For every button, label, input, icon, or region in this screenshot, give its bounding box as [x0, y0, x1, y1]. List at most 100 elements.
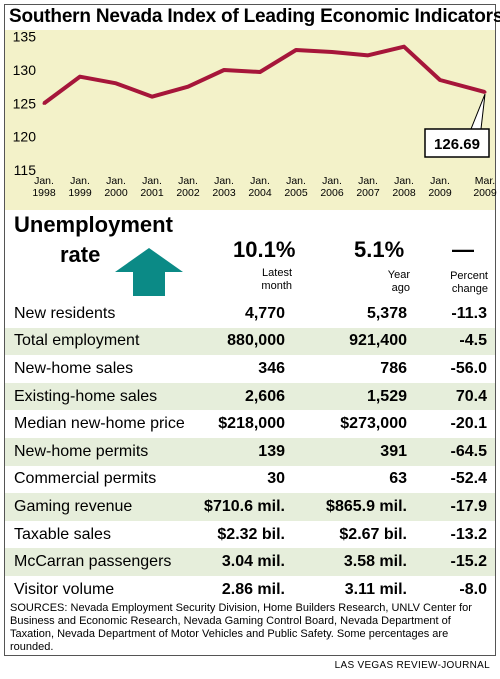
row-change: -20.1: [450, 415, 487, 433]
row-latest: 880,000: [227, 332, 285, 350]
x-tick-label: Jan.: [250, 175, 270, 187]
x-tick-label: Jan.: [142, 175, 162, 187]
column-header-latest-line1: Latest: [262, 267, 292, 279]
y-tick-label: 135: [13, 29, 37, 45]
row-latest: $710.6 mil.: [204, 497, 285, 515]
index-line-chart: 135130125120115Jan.1998Jan.1999Jan.2000J…: [13, 29, 497, 199]
row-year-ago: $2.67 bil.: [339, 525, 407, 543]
x-tick-label: Jan.: [34, 175, 54, 187]
table-row: Taxable sales $2.32 bil. $2.67 bil. -13.2: [5, 521, 495, 549]
chart-title: Southern Nevada Index of Leading Economi…: [9, 6, 500, 27]
x-tick-label: 2003: [212, 187, 236, 199]
row-label: New-home permits: [14, 442, 149, 460]
row-latest: 30: [267, 470, 285, 488]
callout-pointer: [470, 93, 486, 130]
column-header-change-line2: change: [451, 283, 488, 295]
table-row: New residents 4,770 5,378 -11.3: [5, 300, 495, 328]
row-year-ago: 921,400: [349, 332, 407, 350]
data-point: [150, 95, 154, 99]
x-tick-label: Jan.: [214, 175, 234, 187]
data-point: [114, 81, 118, 85]
row-year-ago: 1,529: [366, 387, 407, 405]
x-tick-label: Jan.: [106, 175, 126, 187]
graphic-frame: [4, 4, 496, 656]
row-year-ago: 5,378: [366, 304, 407, 322]
data-point: [222, 68, 226, 72]
table-row: Commercial permits 30 63 -52.4: [5, 466, 495, 494]
row-latest: 2,606: [244, 387, 285, 405]
x-tick-label: 2005: [284, 187, 308, 199]
row-label: Median new-home price: [14, 415, 185, 433]
row-label: Visitor volume: [14, 580, 115, 598]
data-point: [330, 50, 334, 54]
data-point: [366, 53, 370, 57]
column-header-latest-line2: month: [261, 280, 292, 292]
column-header-year-ago-line2: ago: [391, 282, 410, 294]
x-tick-label: Jan.: [430, 175, 450, 187]
x-tick-label: 1999: [68, 187, 92, 199]
column-header-change-line1: Percent: [450, 270, 488, 282]
unemployment-change: —: [452, 237, 474, 262]
x-tick-label: 2000: [104, 187, 128, 199]
y-tick-label: 125: [13, 95, 37, 111]
data-point: [258, 70, 262, 74]
y-tick-label: 115: [14, 162, 37, 178]
row-label: Total employment: [14, 332, 140, 350]
x-tick-label: Jan.: [70, 175, 90, 187]
table-row: New-home sales 346 786 -56.0: [5, 355, 495, 383]
x-tick-label: Jan.: [394, 175, 414, 187]
row-change: -13.2: [450, 525, 487, 543]
x-tick-label: 2007: [356, 187, 380, 199]
table-row: New-home permits 139 391 -64.5: [5, 437, 495, 466]
index-series-line: [42, 44, 486, 105]
row-year-ago: $273,000: [340, 415, 407, 433]
table-row: Existing-home sales 2,606 1,529 70.4: [5, 382, 495, 411]
column-header-year-ago-line1: Year: [387, 269, 410, 281]
row-year-ago: 391: [380, 442, 407, 460]
row-label: New residents: [14, 304, 116, 322]
x-tick-label: Mar.: [475, 175, 495, 187]
row-latest: 4,770: [244, 304, 285, 322]
data-point: [186, 85, 190, 89]
callout-box: [424, 128, 490, 158]
x-tick-label: Jan.: [322, 175, 342, 187]
row-change: -8.0: [459, 580, 487, 598]
table-row: Median new-home price $218,000 $273,000 -20…: [5, 410, 495, 438]
row-change: -56.0: [450, 359, 487, 377]
column-header-latest: Latest month: [250, 267, 292, 293]
row-latest: $218,000: [218, 415, 285, 433]
row-latest: 3.04 mil.: [221, 553, 285, 571]
data-point: [438, 78, 442, 82]
row-latest: $2.32 bil.: [217, 525, 285, 543]
up-arrow-icon: [115, 248, 183, 296]
table-row: McCarran passengers 3.04 mil. 3.58 mil. -15…: [5, 548, 495, 576]
unemployment-subtitle: rate: [60, 242, 101, 267]
data-point: [42, 101, 46, 105]
row-latest: 2.86 mil.: [221, 580, 285, 598]
chart-background: [5, 30, 495, 210]
x-tick-label: 2004: [248, 187, 272, 199]
row-change: -17.9: [450, 497, 487, 515]
data-point: [78, 75, 82, 79]
credit-line: LAS VEGAS REVIEW-JOURNAL: [334, 660, 490, 671]
row-year-ago: 3.11 mil.: [344, 580, 407, 598]
callout-value: 126.69: [434, 136, 480, 153]
row-year-ago: 63: [389, 470, 407, 488]
data-point: [483, 90, 487, 94]
row-change: 70.4: [455, 387, 487, 405]
x-tick-label: Jan.: [358, 175, 378, 187]
y-tick-label: 120: [13, 129, 37, 145]
x-tick-label: 2009: [428, 187, 452, 199]
x-tick-label: 2001: [140, 187, 164, 199]
x-tick-label: 2002: [176, 187, 200, 199]
row-year-ago: 786: [380, 359, 407, 377]
row-change: -15.2: [450, 553, 487, 571]
x-tick-label: 2008: [392, 187, 416, 199]
unemployment-title: Unemployment: [14, 212, 173, 237]
data-point: [402, 45, 406, 49]
column-header-change: Percent change: [440, 270, 488, 296]
x-tick-label: 2009: [473, 187, 497, 199]
x-tick-label: Jan.: [178, 175, 198, 187]
row-label: Taxable sales: [14, 525, 111, 543]
row-change: -64.5: [450, 442, 487, 460]
